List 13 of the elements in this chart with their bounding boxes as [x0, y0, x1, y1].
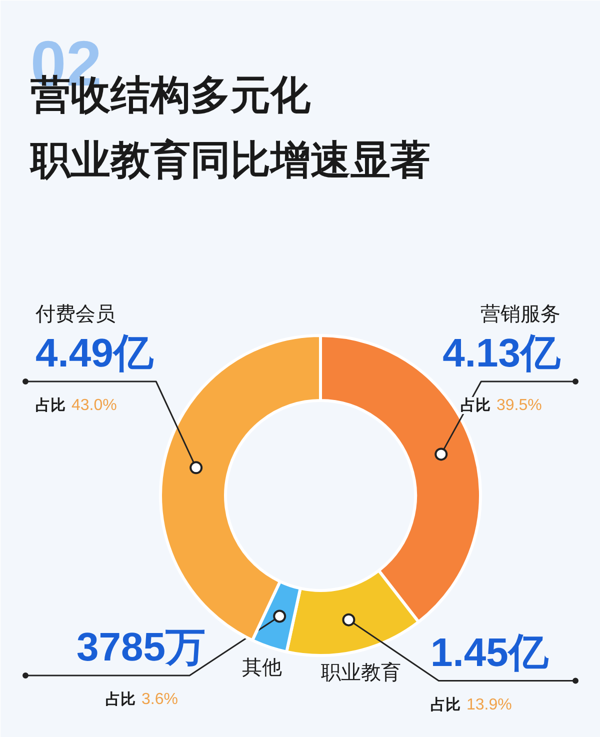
- text: 3785万: [76, 625, 206, 670]
- data-label: 占比 13.9%: [430, 696, 512, 714]
- chart-subtitle: 职业教育同比增速显著: [28, 138, 430, 182]
- data-label: 占比 39.5%: [460, 397, 542, 414]
- data-label: 占比 3.6%: [106, 690, 178, 708]
- slice-label: 职业教育: [320, 660, 401, 684]
- text: 4.13亿: [442, 332, 562, 376]
- slice-label: 其他: [242, 656, 282, 679]
- slice-label: 付费会员: [34, 304, 116, 326]
- text: 4.49亿: [36, 332, 154, 376]
- slice-label: 营销服务: [480, 304, 560, 326]
- text: 1.45亿: [430, 630, 550, 675]
- data-label: 占比 43.0%: [36, 397, 117, 414]
